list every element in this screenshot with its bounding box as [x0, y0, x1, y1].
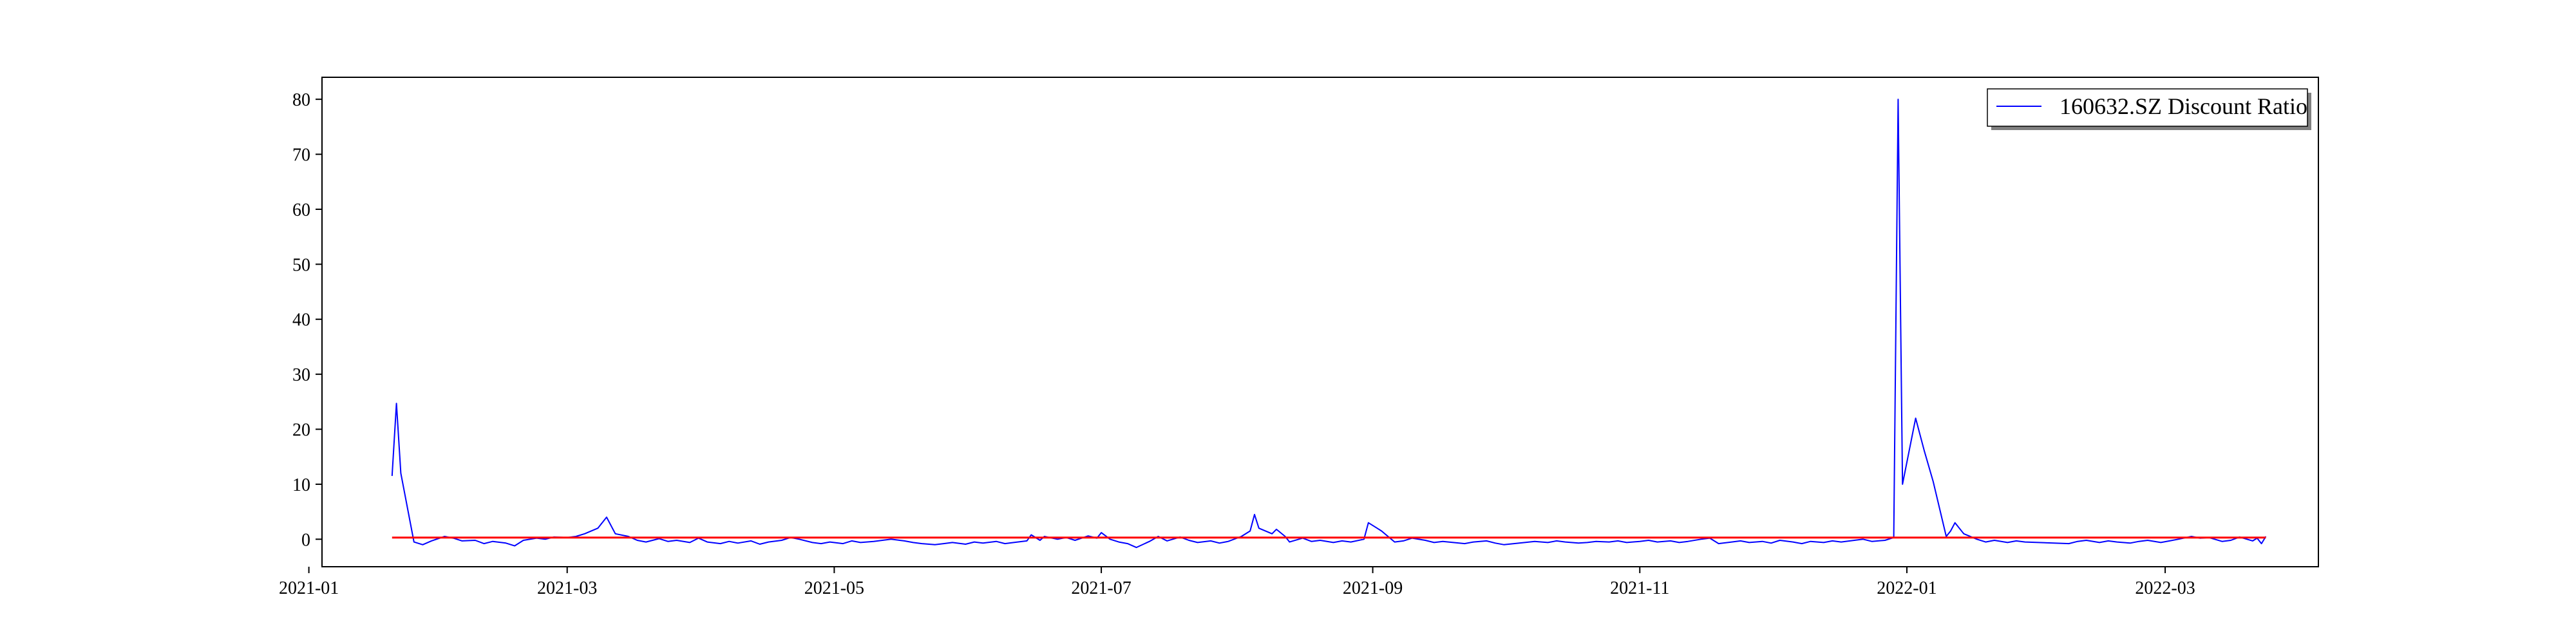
y-tick-label: 10 — [292, 475, 310, 495]
y-tick-label: 80 — [292, 90, 310, 110]
y-tick-label: 60 — [292, 200, 310, 220]
y-tick-label: 40 — [292, 310, 310, 330]
legend-box — [1987, 88, 2308, 127]
plot-frame — [321, 77, 2319, 567]
x-tick-label: 2021-03 — [537, 578, 597, 598]
x-tick-label: 2022-01 — [1877, 578, 1937, 598]
x-tick-label: 2022-03 — [2135, 578, 2195, 598]
legend-label-series-1: 160632.SZ Discount Ratio — [2060, 93, 2307, 119]
x-tick-label: 2021-07 — [1071, 578, 1131, 598]
y-tick-label: 50 — [292, 255, 310, 275]
x-axis: 2021-01 2021-03 2021-05 2021-07 2021-09 2021-… — [279, 567, 2195, 598]
series-layer — [391, 99, 2267, 549]
x-tick-label: 2021-09 — [1343, 578, 1403, 598]
x-tick-label: 2021-05 — [804, 578, 864, 598]
plot-background — [322, 77, 2318, 567]
y-tick-label: 20 — [292, 421, 310, 440]
x-tick-label: 2021-11 — [1610, 578, 1669, 598]
legend: 160632.SZ Discount Ratio — [1987, 88, 2311, 130]
y-tick-label: 70 — [292, 146, 310, 166]
y-tick-label: 0 — [301, 530, 310, 550]
x-tick-label: 2021-01 — [279, 578, 339, 598]
y-axis: 0 10 20 30 40 50 60 70 80 — [292, 90, 322, 550]
y-tick-label: 30 — [292, 365, 310, 385]
